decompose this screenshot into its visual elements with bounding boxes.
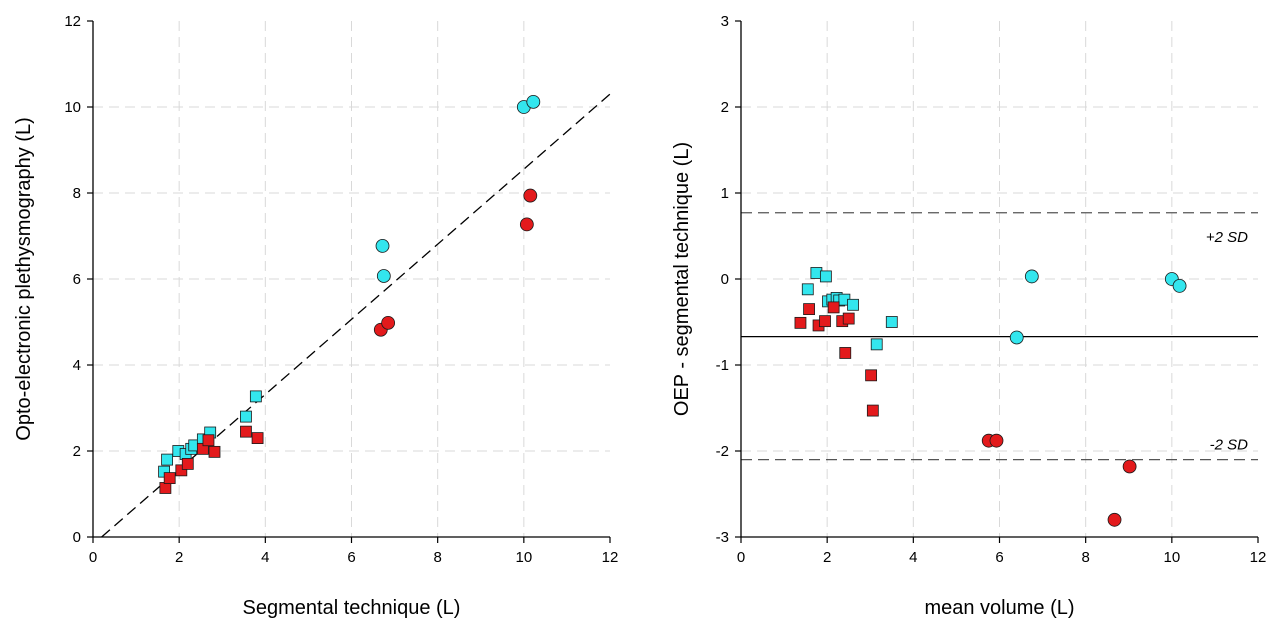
y-tick-label: -1 (716, 357, 729, 374)
data-point-circle (989, 433, 1004, 448)
data-point-circle (375, 238, 390, 253)
data-point-square (240, 425, 252, 438)
data-point-circle (1009, 330, 1024, 345)
data-point-circle (376, 269, 391, 283)
x-tick-label: 4 (261, 549, 269, 566)
data-point-square (801, 283, 814, 296)
x-axis-title: Segmental technique (L) (243, 597, 461, 619)
y-tick-label: 0 (73, 529, 81, 546)
data-point-square (819, 315, 831, 328)
data-point-square (865, 369, 878, 382)
y-tick-label: -2 (716, 443, 729, 460)
data-point-square (163, 472, 176, 484)
data-point-square (839, 347, 852, 359)
x-tick-label: 6 (347, 549, 355, 566)
x-tick-label: 4 (909, 549, 917, 566)
y-tick-label: 8 (73, 185, 81, 202)
data-point-square (794, 316, 807, 329)
data-point-square (803, 303, 815, 316)
x-tick-label: 0 (89, 549, 97, 566)
y-tick-label: 1 (721, 185, 729, 202)
y-tick-label: 2 (721, 99, 729, 116)
data-point-square (175, 464, 188, 477)
data-point-circle (1024, 269, 1039, 284)
y-tick-label: 2 (73, 443, 81, 460)
data-point-square (202, 434, 215, 447)
data-point-square (847, 298, 859, 311)
y-axis-title: OEP - segmental technique (L) (671, 142, 693, 416)
data-point-square (251, 432, 264, 445)
x-tick-label: 8 (1081, 549, 1089, 566)
data-point-square (885, 316, 898, 328)
y-tick-label: 3 (721, 13, 729, 30)
panel-left: 0 2 4 6 8 10 12 0 2 4 6 8 10 12 Segmental technique (L… (13, 13, 618, 619)
y-tick-label: 10 (64, 99, 81, 116)
data-point-square (827, 301, 840, 314)
x-tick-label: 12 (602, 549, 619, 566)
data-point-circle (381, 315, 396, 330)
data-point-circle (1172, 278, 1187, 293)
data-point-circle (526, 94, 541, 109)
data-point-square (866, 404, 879, 417)
y-tick-label: 12 (64, 13, 81, 30)
x-tick-label: 6 (995, 549, 1003, 566)
data-point-circle (1107, 512, 1122, 527)
data-point-square (249, 390, 262, 403)
x-tick-label: 10 (1163, 549, 1180, 566)
data-point-square (181, 457, 194, 470)
limit-label: -2 SD (1210, 437, 1249, 454)
data-point-square (819, 270, 832, 283)
x-tick-label: 2 (823, 549, 831, 566)
x-tick-label: 10 (515, 549, 532, 566)
data-point-square (161, 453, 174, 466)
limit-label: +2 SD (1206, 229, 1248, 246)
x-tick-label: 8 (433, 549, 441, 566)
data-point-square (240, 410, 252, 423)
x-tick-label: 12 (1250, 549, 1267, 566)
y-axis-title: Opto-electronic plethysmography (L) (13, 117, 35, 440)
y-tick-label: 6 (73, 271, 81, 288)
data-point-square (159, 482, 172, 494)
x-axis-title: mean volume (L) (924, 597, 1074, 619)
data-point-square (842, 312, 855, 325)
data-point-square (208, 445, 221, 458)
x-tick-label: 2 (175, 549, 183, 566)
y-tick-label: 0 (721, 271, 729, 288)
y-tick-label: -3 (716, 529, 729, 546)
data-point-circle (523, 188, 538, 203)
x-tick-label: 0 (737, 549, 745, 566)
y-tick-label: 4 (73, 357, 81, 374)
data-point-square (870, 338, 883, 351)
data-point-circle (519, 217, 534, 232)
data-point-circle (1122, 459, 1137, 474)
